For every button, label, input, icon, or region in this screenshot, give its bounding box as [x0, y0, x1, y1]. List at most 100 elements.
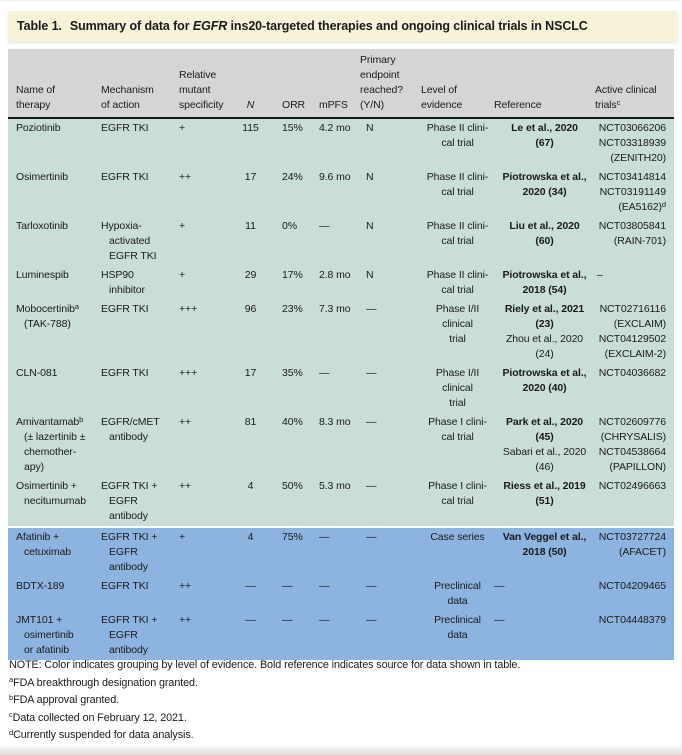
cell-line: Luminespib [16, 269, 69, 281]
cell-line: EGFR TKI + [101, 480, 158, 492]
cell-line: — [366, 531, 377, 543]
column-header-specificity: Relative mutant specificity [176, 49, 234, 119]
column-header-trials: Active clinical trialsc [595, 49, 674, 119]
cell-evidence: Phase II clini-cal trial [421, 168, 494, 217]
cell-line: NCT04538664 [598, 446, 666, 458]
cell-trials: – [595, 266, 674, 300]
cell-reference: Riess et al., 2019 (51) [494, 477, 595, 527]
cell-reference: Piotrowska et al., 2020 (40) [494, 364, 595, 413]
cell-line: Osimertinib [16, 171, 68, 183]
table-number-label: Table 1. [17, 19, 62, 33]
cell-line: Mobocertiniba [16, 301, 79, 316]
cell-line: 50% [282, 480, 303, 492]
column-header-mpfs: mPFS [319, 49, 360, 119]
column-header-line: evidence [421, 99, 463, 111]
cell-mpfs: 5.3 mo [319, 477, 360, 527]
cell-line: 75% [282, 531, 303, 543]
cell-therapy: Tarloxotinib [8, 217, 101, 266]
cell-evidence: Phase II clini-cal trial [421, 217, 494, 266]
cell-line: 9.6 mo [319, 171, 351, 183]
cell-line: (23) [535, 318, 554, 330]
cell-specificity: +++ [176, 300, 234, 364]
cell-orr: 75% [267, 526, 319, 577]
table-row: Amivantamabb (± lazertinib ± chemother-apy… [8, 413, 674, 477]
cell-line: cal trial [441, 284, 474, 296]
cell-n: 29 [234, 266, 267, 300]
cell-line: 2.8 mo [319, 269, 351, 281]
cell-line: NCT04129502 [598, 333, 666, 345]
cell-trials: NCT03727724 (AFACET) [595, 526, 674, 577]
cell-therapy: Osimertinib + necitumumab [8, 477, 101, 527]
cell-line: antibody [109, 644, 148, 656]
cell-mpfs: 2.8 mo [319, 266, 360, 300]
cell-mpfs: — [319, 611, 360, 660]
cell-therapy: JMT101 + osimertinib or afatinib [8, 611, 101, 660]
cell-line: EGFR TKI [109, 250, 157, 262]
cell-line: NCT03414814 [598, 171, 666, 183]
cell-mechanism: EGFR/cMET antibody [101, 413, 176, 477]
cell-line: Phase I/II [435, 367, 480, 379]
cell-mechanism: EGFR TKI [101, 364, 176, 413]
superscript-marker: c [9, 710, 13, 719]
cell-line: cal trial [441, 137, 474, 149]
cell-line: NCT02716116 [599, 303, 667, 315]
cell-line: (EA5162)d [618, 199, 666, 214]
cell-line: (46) [535, 461, 554, 473]
column-header-line: N [246, 99, 255, 111]
cell-line: Amivantamabb [16, 414, 84, 429]
cell-line: cal trial [441, 235, 474, 247]
cell-line: Riely et al., 2021 [504, 303, 585, 315]
cell-line: 8.3 mo [319, 416, 351, 428]
cell-line: (51) [535, 495, 554, 507]
cell-reference: — [494, 577, 595, 611]
cell-line: 24% [282, 171, 303, 183]
column-header-line: Mechanism [101, 84, 154, 96]
cell-specificity: + [176, 118, 234, 168]
cell-line: NCT02496663 [598, 480, 666, 492]
cell-line: — [366, 480, 377, 492]
superscript-marker: a [74, 301, 79, 311]
cell-n: 17 [234, 168, 267, 217]
cell-endpoint: N [360, 168, 421, 217]
cell-line: (45) [535, 431, 554, 443]
cell-line: HSP90 [101, 269, 134, 281]
cell-line: N [366, 220, 374, 232]
cell-endpoint: — [360, 300, 421, 364]
table-row: CLN-081 EGFR TKI +++ 17 35% — — Phase I/II clini… [8, 364, 674, 413]
cell-mpfs: 9.6 mo [319, 168, 360, 217]
cell-line: trial [449, 333, 466, 345]
cell-line: 17 [244, 367, 257, 379]
table-row: Afatinib + cetuximab EGFR TKI + EGFR antibod… [8, 526, 674, 577]
table-row: Osimertinib + necitumumab EGFR TKI + EGFR an… [8, 477, 674, 527]
cell-line: Liu et al., 2020 [509, 220, 580, 232]
cell-endpoint: — [360, 413, 421, 477]
cell-line: 17% [282, 269, 303, 281]
cell-line: 96 [244, 303, 257, 315]
cell-evidence: Preclinical data [421, 611, 494, 660]
note-line: NOTE: Color indicates grouping by level … [9, 659, 521, 671]
cell-line: NCT03727724 [598, 531, 666, 543]
cell-reference: Van Veggel et al., 2018 (50) [494, 526, 595, 577]
cell-trials: NCT04036682 [595, 364, 674, 413]
column-header-line: reached? [360, 84, 403, 96]
cell-line: 0% [282, 220, 297, 232]
table-title: Table 1. Summary of data for EGFR ins20-… [8, 11, 678, 41]
cell-line: EGFR [109, 546, 138, 558]
cell-line: 29 [244, 269, 257, 281]
cell-mechanism: EGFR TKI [101, 577, 176, 611]
cell-endpoint: N [360, 217, 421, 266]
cell-evidence: Preclinical data [421, 577, 494, 611]
cell-line: (PAPILLON) [609, 461, 666, 473]
footnote-line: aFDA breakthrough designation granted. [9, 675, 198, 689]
cell-line: + [179, 269, 186, 281]
cell-line: Phase II clini- [426, 269, 489, 281]
cell-line: Phase II clini- [426, 171, 489, 183]
cell-line: — [319, 580, 330, 592]
cell-line: (CHRYSALIS) [600, 431, 666, 443]
column-header-reference: Reference [494, 49, 595, 119]
cell-specificity: ++ [176, 413, 234, 477]
column-header-endpoint: Primary endpoint reached? (Y/N) [360, 49, 421, 119]
gene-name-italic: EGFR [192, 19, 228, 33]
cell-mpfs: — [319, 526, 360, 577]
cell-line: (67) [535, 137, 554, 149]
